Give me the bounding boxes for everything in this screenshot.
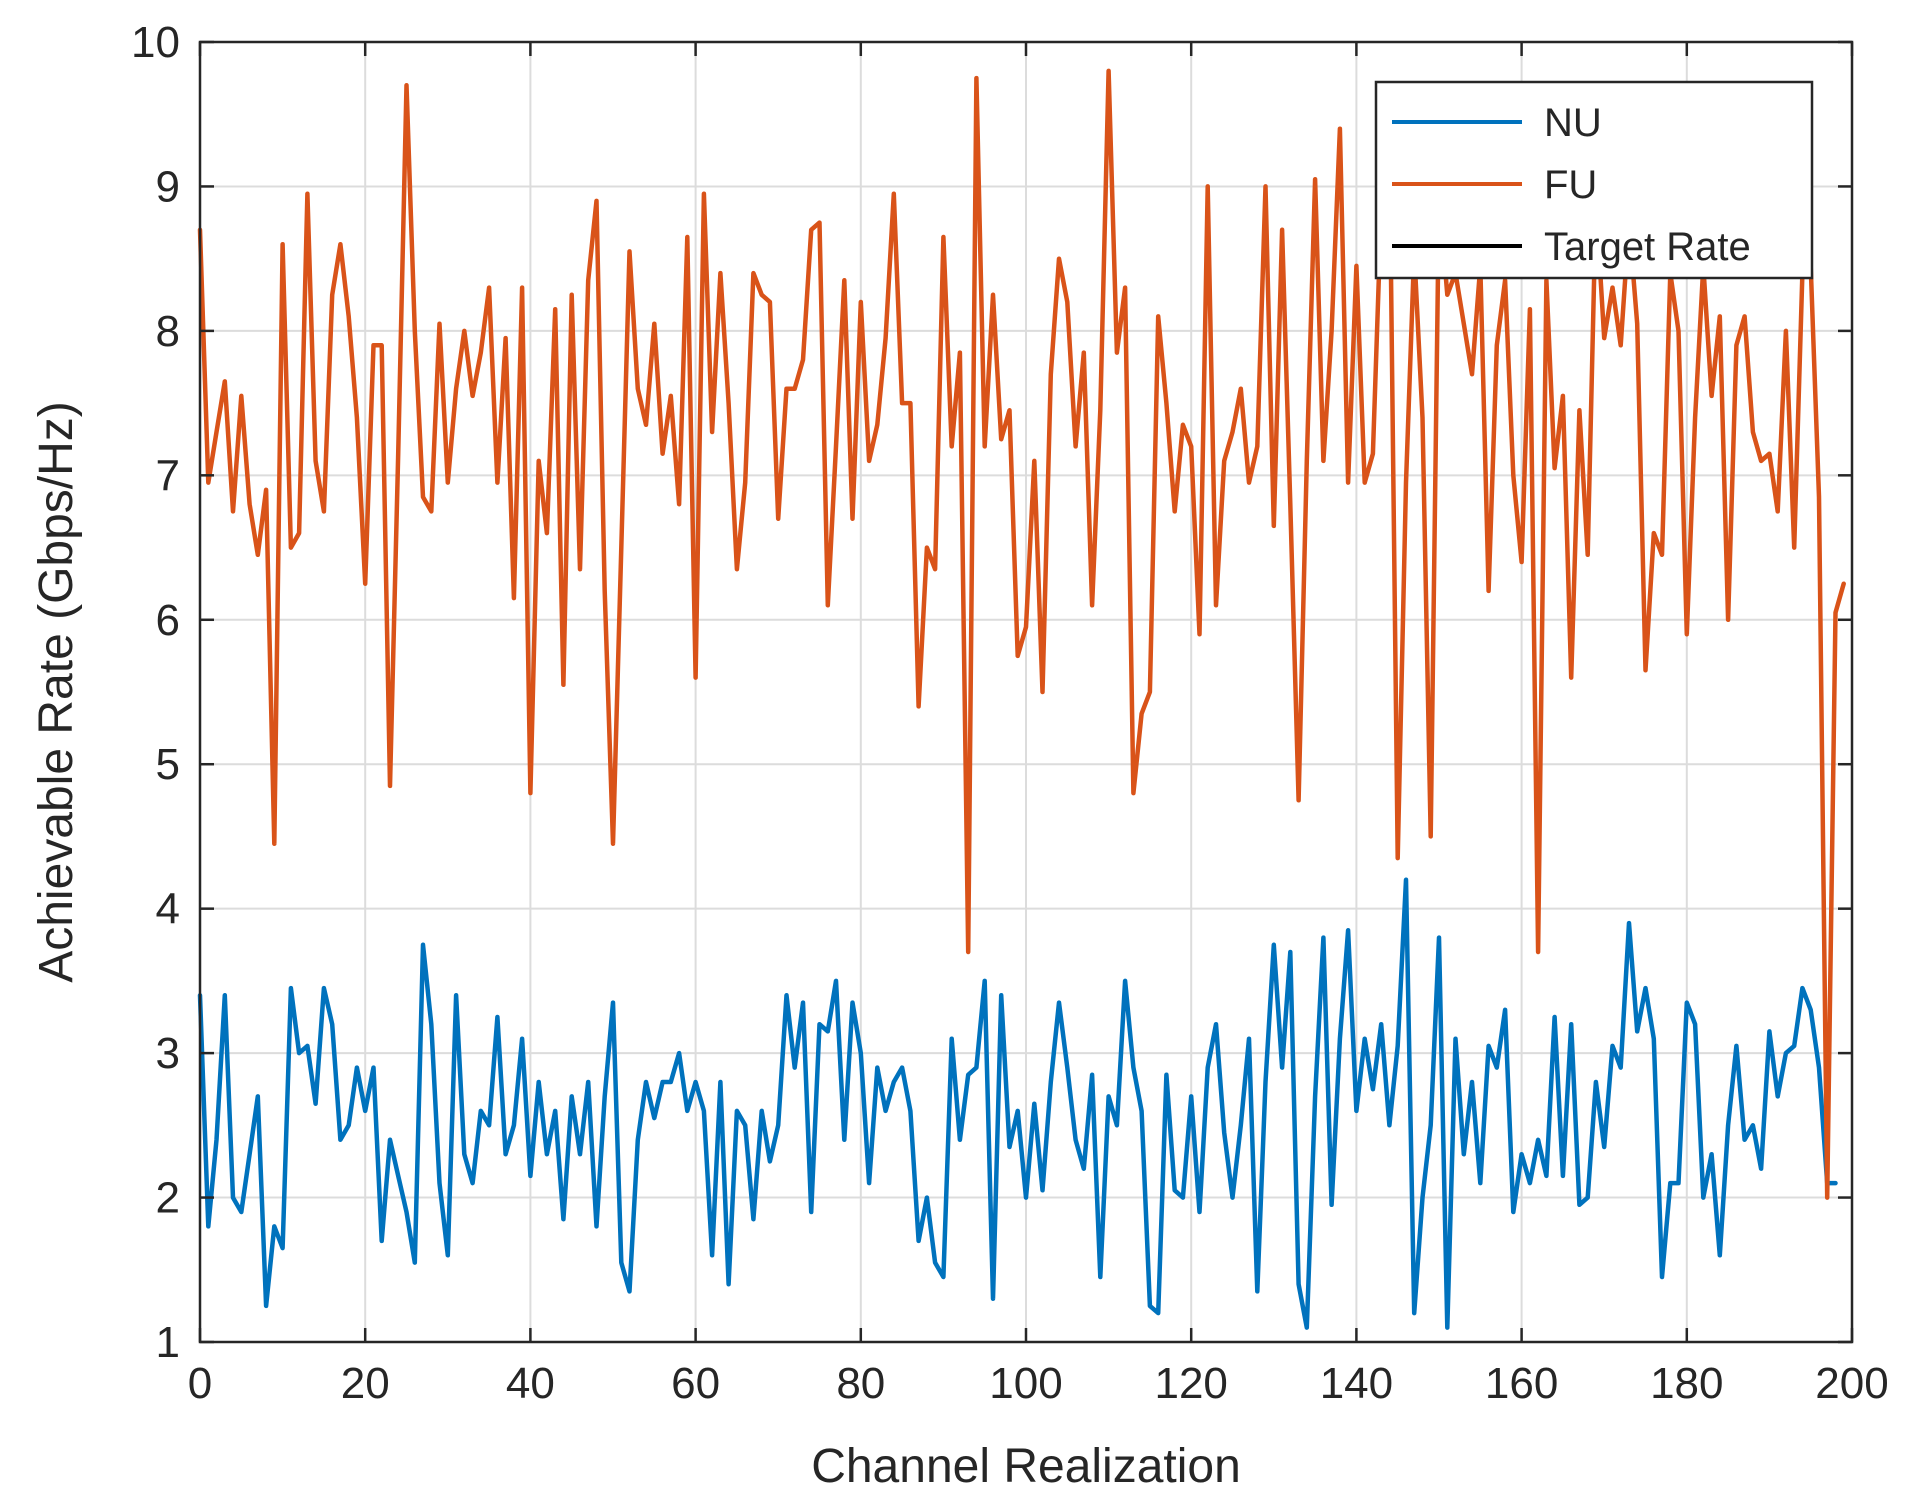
y-tick-label: 8 bbox=[156, 307, 180, 356]
plot-series bbox=[197, 68, 1846, 1330]
legend-label-fu: FU bbox=[1544, 163, 1597, 207]
x-tick-label: 60 bbox=[671, 1359, 720, 1408]
y-tick-label: 10 bbox=[131, 18, 180, 67]
x-tick-label: 100 bbox=[989, 1359, 1062, 1408]
y-tick-label: 4 bbox=[156, 885, 180, 934]
x-tick-label: 160 bbox=[1485, 1359, 1558, 1408]
y-tick-label: 7 bbox=[156, 451, 180, 500]
y-tick-label: 3 bbox=[156, 1029, 180, 1078]
x-tick-label: 140 bbox=[1320, 1359, 1393, 1408]
x-tick-label: 120 bbox=[1154, 1359, 1227, 1408]
x-tick-label: 80 bbox=[836, 1359, 885, 1408]
x-tick-label: 180 bbox=[1650, 1359, 1723, 1408]
y-tick-label: 1 bbox=[156, 1318, 180, 1367]
x-tick-label: 40 bbox=[506, 1359, 555, 1408]
x-tick-label: 0 bbox=[188, 1359, 212, 1408]
series-line-fu bbox=[197, 68, 1846, 1200]
y-tick-label: 9 bbox=[156, 162, 180, 211]
axis-ticks: 0 20 40 60 80 100 120 140 160 180 200 1 2 3 4 5 6 7 8 9 10 bbox=[131, 18, 1889, 1408]
y-tick-label: 5 bbox=[156, 740, 180, 789]
series-line-nu bbox=[197, 877, 1838, 1330]
x-axis-label: Channel Realization bbox=[811, 1440, 1241, 1493]
y-tick-label: 2 bbox=[156, 1174, 180, 1223]
x-tick-label: 20 bbox=[341, 1359, 390, 1408]
y-axis-label: Achievable Rate (Gbps/Hz) bbox=[30, 401, 83, 983]
legend-label-nu: NU bbox=[1544, 101, 1602, 145]
legend-label-target-rate: Target Rate bbox=[1544, 225, 1751, 269]
legend: NU FU Target Rate bbox=[1374, 80, 1814, 280]
y-tick-label: 6 bbox=[156, 596, 180, 645]
x-tick-label: 200 bbox=[1815, 1359, 1888, 1408]
